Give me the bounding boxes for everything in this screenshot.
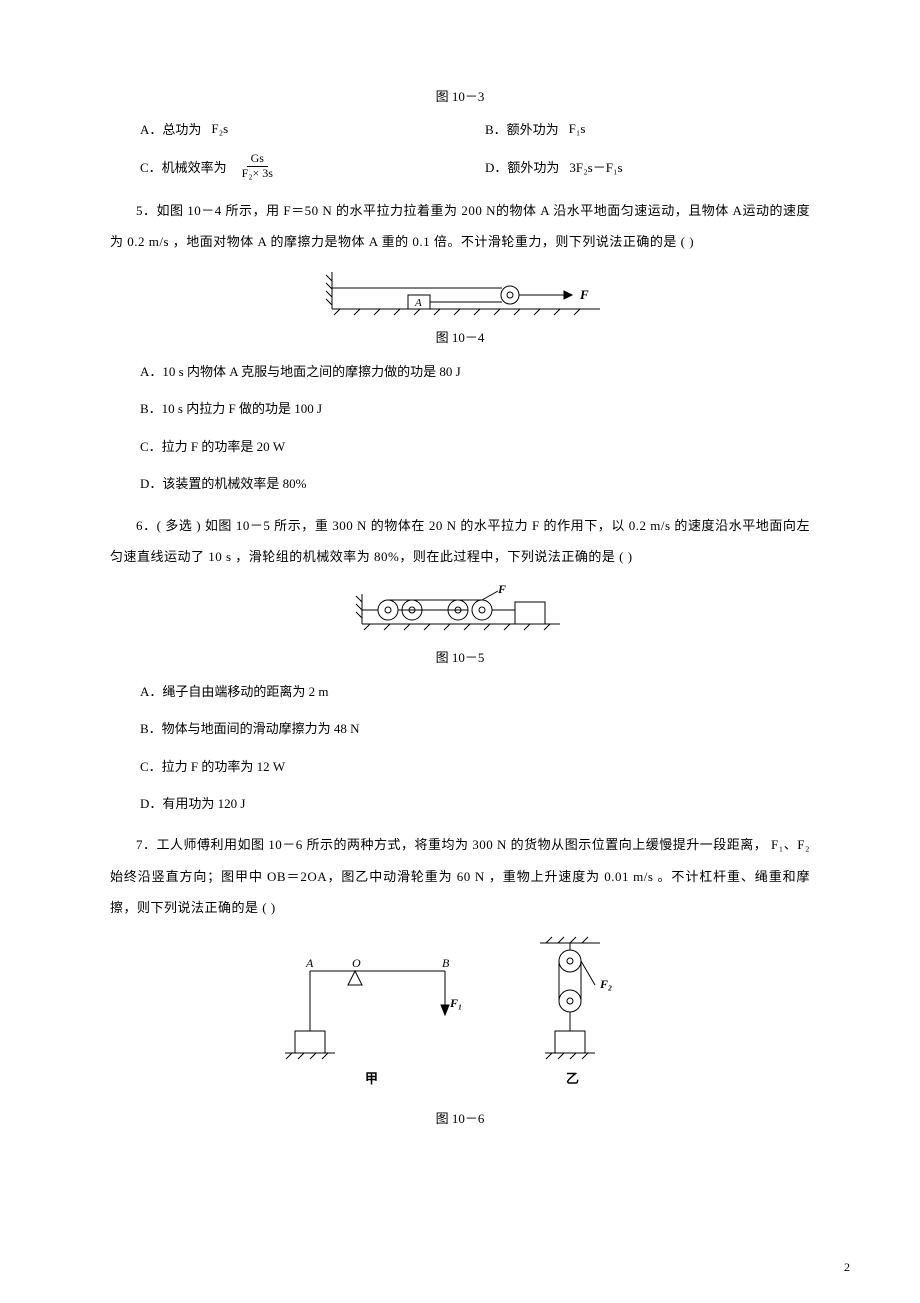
figure-10-6-label-f2: F₂: [599, 977, 612, 991]
figure-10-5: F: [110, 582, 810, 641]
q4-options-row-2: C．机械效率为 Gs F₂× 3s D．额外功为 3F₂s－F₁s: [110, 152, 810, 181]
q4-option-c-fraction: Gs F₂× 3s: [238, 152, 277, 181]
q6-option-c: C．拉力 F 的功率为 12 W: [140, 755, 810, 778]
figure-10-4: A F: [110, 267, 810, 321]
q4-option-b-prefix: B．额外功为: [485, 119, 559, 138]
figure-10-6-label-b: B: [442, 956, 450, 970]
q4-option-a: A．总功为 F₂s: [140, 119, 485, 138]
figure-10-6: A O B F₁ 甲: [110, 933, 810, 1102]
figure-10-5-label-f: F: [497, 582, 506, 596]
q4-option-d-value: 3F₂s－F₁s: [569, 157, 622, 176]
q4-options-row-1: A．总功为 F₂s B．额外功为 F₁s: [110, 119, 810, 138]
q5-option-b: B．10 s 内拉力 F 做的功是 100 J: [140, 397, 810, 420]
figure-10-4-label-a: A: [414, 297, 422, 309]
q6-option-b: B．物体与地面间的滑动摩擦力为 48 N: [140, 717, 810, 740]
figure-10-6-svg: A O B F₁ 甲: [270, 933, 650, 1098]
q7-stem: 7．工人师傅利用如图 10－6 所示的两种方式，将重均为 300 N 的货物从图…: [110, 829, 810, 923]
q5-option-c: C．拉力 F 的功率是 20 W: [140, 435, 810, 458]
q4-option-d-prefix: D．额外功为: [485, 157, 559, 176]
page-number: 2: [844, 1260, 850, 1275]
figure-10-6-label-a: A: [305, 956, 314, 970]
q5-option-a: A．10 s 内物体 A 克服与地面之间的摩擦力做的功是 80 J: [140, 360, 810, 383]
figure-10-4-caption: 图 10－4: [110, 327, 810, 346]
figure-10-6-label-yi: 乙: [566, 1071, 579, 1086]
figure-10-3-caption: 图 10－3: [110, 86, 810, 105]
q4-option-a-prefix: A．总功为: [140, 119, 201, 138]
q6-option-a: A．绳子自由端移动的距离为 2 m: [140, 680, 810, 703]
q4-option-d: D．额外功为 3F₂s－F₁s: [485, 152, 810, 181]
q4-option-c-prefix: C．机械效率为: [140, 157, 227, 176]
q6-stem: 6．( 多选 ) 如图 10－5 所示，重 300 N 的物体在 20 N 的水…: [110, 510, 810, 572]
figure-10-4-svg: A F: [310, 267, 610, 317]
figure-10-6-caption: 图 10－6: [110, 1108, 810, 1127]
figure-10-6-label-o: O: [352, 956, 361, 970]
q6-options: A．绳子自由端移动的距离为 2 m B．物体与地面间的滑动摩擦力为 48 N C…: [110, 680, 810, 816]
q6-option-d: D．有用功为 120 J: [140, 792, 810, 815]
q4-option-b-value: F₁s: [569, 121, 586, 137]
fraction-denominator: F₂× 3s: [238, 167, 277, 181]
q4-option-c: C．机械效率为 Gs F₂× 3s: [140, 152, 485, 181]
q5-stem: 5．如图 10－4 所示，用 F＝50 N 的水平拉力拉着重为 200 N的物体…: [110, 195, 810, 257]
q4-option-b: B．额外功为 F₁s: [485, 119, 810, 138]
q5-options: A．10 s 内物体 A 克服与地面之间的摩擦力做的功是 80 J B．10 s…: [110, 360, 810, 496]
figure-10-6-label-f1: F₁: [449, 996, 462, 1010]
fraction-numerator: Gs: [247, 152, 268, 167]
q5-option-d: D．该装置的机械效率是 80%: [140, 472, 810, 495]
figure-10-5-caption: 图 10－5: [110, 647, 810, 666]
figure-10-5-svg: F: [350, 582, 570, 637]
figure-10-4-label-f: F: [579, 287, 589, 302]
figure-10-6-label-jia: 甲: [365, 1071, 378, 1086]
q4-option-a-value: F₂s: [211, 121, 228, 137]
